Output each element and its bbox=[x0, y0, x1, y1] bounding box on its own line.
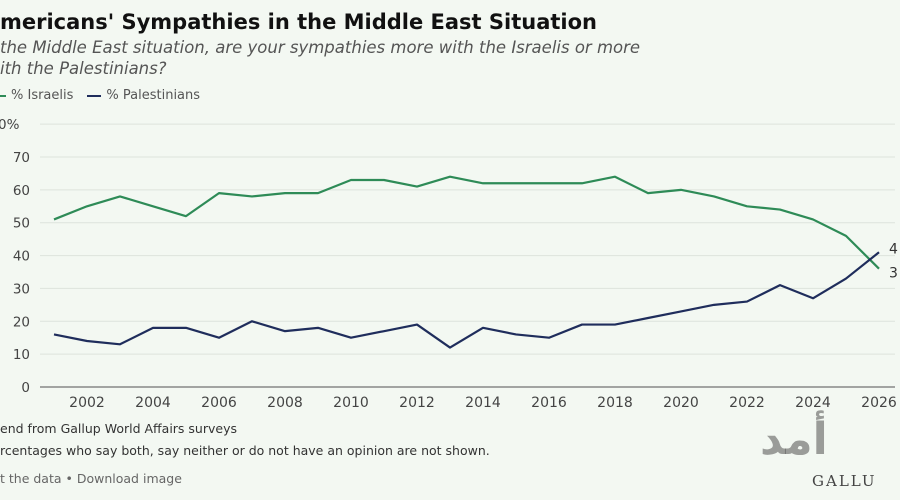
x-tick-label: 2002 bbox=[69, 395, 105, 411]
x-tick-label: 2026 bbox=[861, 395, 897, 411]
download-image-link[interactable]: Download image bbox=[76, 471, 182, 486]
x-tick-label: 2022 bbox=[729, 395, 765, 411]
end-label: 4 bbox=[889, 241, 898, 257]
legend-item-palestinians: % Palestinians bbox=[87, 88, 200, 103]
y-tick-label: 30 bbox=[13, 281, 30, 297]
x-tick-label: 2006 bbox=[201, 395, 237, 411]
legend-label: % Palestinians bbox=[106, 88, 201, 103]
chart-subtitle: the Middle East situation, are your symp… bbox=[0, 37, 900, 79]
y-tick-label: 20 bbox=[13, 314, 30, 330]
y-tick-label: 10 bbox=[13, 347, 30, 363]
end-label: 3 bbox=[889, 266, 898, 282]
x-tick-label: 2012 bbox=[399, 395, 435, 411]
note-exclusions: rcentages who say both, say neither or d… bbox=[0, 443, 490, 458]
y-tick-label: 0 bbox=[21, 380, 30, 396]
x-tick-label: 2004 bbox=[135, 395, 171, 411]
x-tick-label: 2024 bbox=[795, 395, 831, 411]
series-line-israelis bbox=[53, 175, 880, 270]
legend-label: % Israelis bbox=[11, 88, 74, 103]
note-source: end from Gallup World Affairs surveys bbox=[0, 421, 237, 436]
x-tick-label: 2010 bbox=[333, 395, 369, 411]
x-tick-label: 2014 bbox=[465, 395, 501, 411]
series-line-palestinians bbox=[53, 251, 880, 349]
link-separator: • bbox=[61, 471, 77, 486]
x-tick-label: 2016 bbox=[531, 395, 567, 411]
x-tick-label: 2018 bbox=[597, 395, 633, 411]
y-tick-label: 0% bbox=[0, 117, 20, 133]
subtitle-line-2: ith the Palestinians? bbox=[0, 59, 167, 78]
legend-swatch-israelis bbox=[0, 94, 6, 97]
y-tick-label: 50 bbox=[13, 216, 30, 232]
get-data-link[interactable]: t the data bbox=[0, 471, 62, 486]
gallup-logo: GALLU bbox=[812, 472, 877, 490]
subtitle-line-1: the Middle East situation, are your symp… bbox=[0, 38, 641, 57]
x-tick-label: 2020 bbox=[663, 395, 699, 411]
legend: % Israelis % Palestinians bbox=[0, 88, 200, 103]
chart-links: t the data • Download image bbox=[0, 471, 182, 486]
chart-title: mericans' Sympathies in the Middle East … bbox=[0, 10, 598, 34]
amad-watermark: أمد bbox=[760, 414, 828, 465]
y-tick-label: 40 bbox=[13, 249, 30, 265]
y-tick-label: 70 bbox=[13, 150, 30, 166]
legend-item-israelis: % Israelis bbox=[0, 88, 73, 103]
legend-swatch-palestinians bbox=[87, 94, 102, 97]
y-tick-label: 60 bbox=[13, 183, 30, 199]
x-tick-label: 2008 bbox=[267, 395, 303, 411]
